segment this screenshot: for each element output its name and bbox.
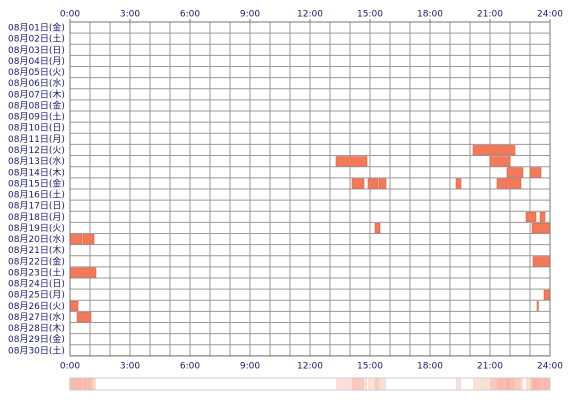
- x-tick-label: 18:00: [417, 362, 443, 372]
- strip-block: [77, 378, 91, 390]
- x-tick-label: 6:00: [180, 10, 200, 20]
- strip-block: [70, 378, 82, 390]
- x-tick-label: 12:00: [297, 362, 323, 372]
- x-tick-label: 0:00: [60, 10, 80, 20]
- x-tick-label: 18:00: [417, 10, 443, 20]
- strip-block: [507, 378, 523, 390]
- row-label: 08月26日(火): [8, 301, 65, 312]
- row-label: 08月03日(日): [8, 45, 65, 56]
- row-label: 08月27日(水): [8, 311, 65, 323]
- activity-block: [529, 167, 542, 178]
- strip-block: [70, 378, 78, 390]
- activity-block: [374, 223, 381, 234]
- row-label: 08月11日(月): [8, 134, 65, 145]
- row-label: 08月02日(土): [8, 33, 65, 45]
- activity-block: [496, 178, 522, 189]
- activity-block: [531, 223, 551, 234]
- x-tick-label: 15:00: [357, 10, 383, 20]
- activity-block: [489, 156, 511, 167]
- activity-block: [69, 267, 97, 278]
- strip-block: [83, 378, 94, 390]
- strip-block: [533, 378, 550, 390]
- strip-block: [352, 378, 364, 390]
- strip-block: [379, 378, 386, 390]
- activity-block: [532, 256, 551, 267]
- row-label: 08月24日(日): [8, 279, 65, 290]
- strip-block: [526, 378, 536, 390]
- x-tick-label: 12:00: [297, 10, 323, 20]
- activity-block: [455, 178, 462, 189]
- activity-block: [378, 178, 387, 189]
- activity-block: [367, 178, 379, 189]
- activity-block: [69, 234, 83, 245]
- row-label: 08月29日(金): [8, 333, 65, 345]
- row-label: 08月16日(土): [8, 189, 65, 201]
- x-tick-label: 24:00: [537, 362, 563, 372]
- row-label: 08月01日(金): [8, 22, 65, 34]
- activity-block: [543, 289, 551, 300]
- activity-block: [69, 301, 79, 312]
- strip-block: [336, 378, 367, 390]
- x-tick-label: 3:00: [120, 362, 140, 372]
- row-label: 08月09日(土): [8, 111, 65, 123]
- row-label: 08月30日(土): [8, 344, 65, 356]
- x-tick-label: 9:00: [240, 10, 260, 20]
- activity-block: [506, 167, 524, 178]
- activity-block: [539, 211, 546, 223]
- row-label: 08月06日(水): [8, 77, 65, 89]
- strip-block: [70, 378, 96, 390]
- strip-block: [490, 378, 510, 390]
- row-label: 08月04日(月): [8, 56, 65, 67]
- row-label: 08月17日(日): [8, 201, 65, 212]
- x-tick-label: 15:00: [357, 362, 383, 372]
- strip-block: [537, 378, 539, 390]
- row-label: 08月20日(水): [8, 233, 65, 245]
- activity-block: [536, 301, 539, 312]
- row-label: 08月19日(火): [8, 223, 65, 234]
- row-label: 08月14日(木): [8, 166, 65, 178]
- strip-block: [456, 378, 461, 390]
- row-label: 08月22日(金): [8, 255, 65, 267]
- activity-block: [82, 234, 95, 245]
- strip-block: [544, 378, 550, 390]
- strip-frame: [69, 377, 551, 391]
- strip-block: [530, 378, 541, 390]
- x-tick-label: 24:00: [537, 10, 563, 20]
- x-tick-label: 3:00: [120, 10, 140, 20]
- x-tick-label: 9:00: [240, 362, 260, 372]
- row-label: 08月15日(金): [8, 177, 65, 189]
- strip-block: [375, 378, 380, 390]
- strip-block: [473, 378, 515, 390]
- activity-block: [525, 211, 537, 223]
- row-label: 08月25日(月): [8, 290, 65, 301]
- activity-block: [472, 145, 516, 156]
- row-label: 08月18日(月): [8, 212, 65, 223]
- row-label: 08月05日(火): [8, 67, 65, 78]
- activity-block: [76, 312, 92, 323]
- strip-block: [368, 378, 378, 390]
- row-label: 08月21日(木): [8, 244, 65, 256]
- row-label: 08月23日(土): [8, 266, 65, 278]
- row-label: 08月10日(日): [8, 123, 65, 134]
- strip-block: [540, 378, 545, 390]
- strip-block: [532, 378, 550, 390]
- row-label: 08月28日(木): [8, 322, 65, 334]
- row-label: 08月08日(金): [8, 99, 65, 111]
- row-label: 08月13日(水): [8, 155, 65, 167]
- x-tick-label: 21:00: [477, 10, 503, 20]
- row-label: 08月12日(火): [8, 145, 65, 156]
- x-tick-label: 0:00: [60, 362, 80, 372]
- activity-block: [335, 156, 368, 167]
- activity-block: [351, 178, 365, 189]
- x-tick-label: 6:00: [180, 362, 200, 372]
- row-label: 08月07日(木): [8, 88, 65, 100]
- strip-block: [497, 378, 521, 390]
- x-tick-label: 21:00: [477, 362, 503, 372]
